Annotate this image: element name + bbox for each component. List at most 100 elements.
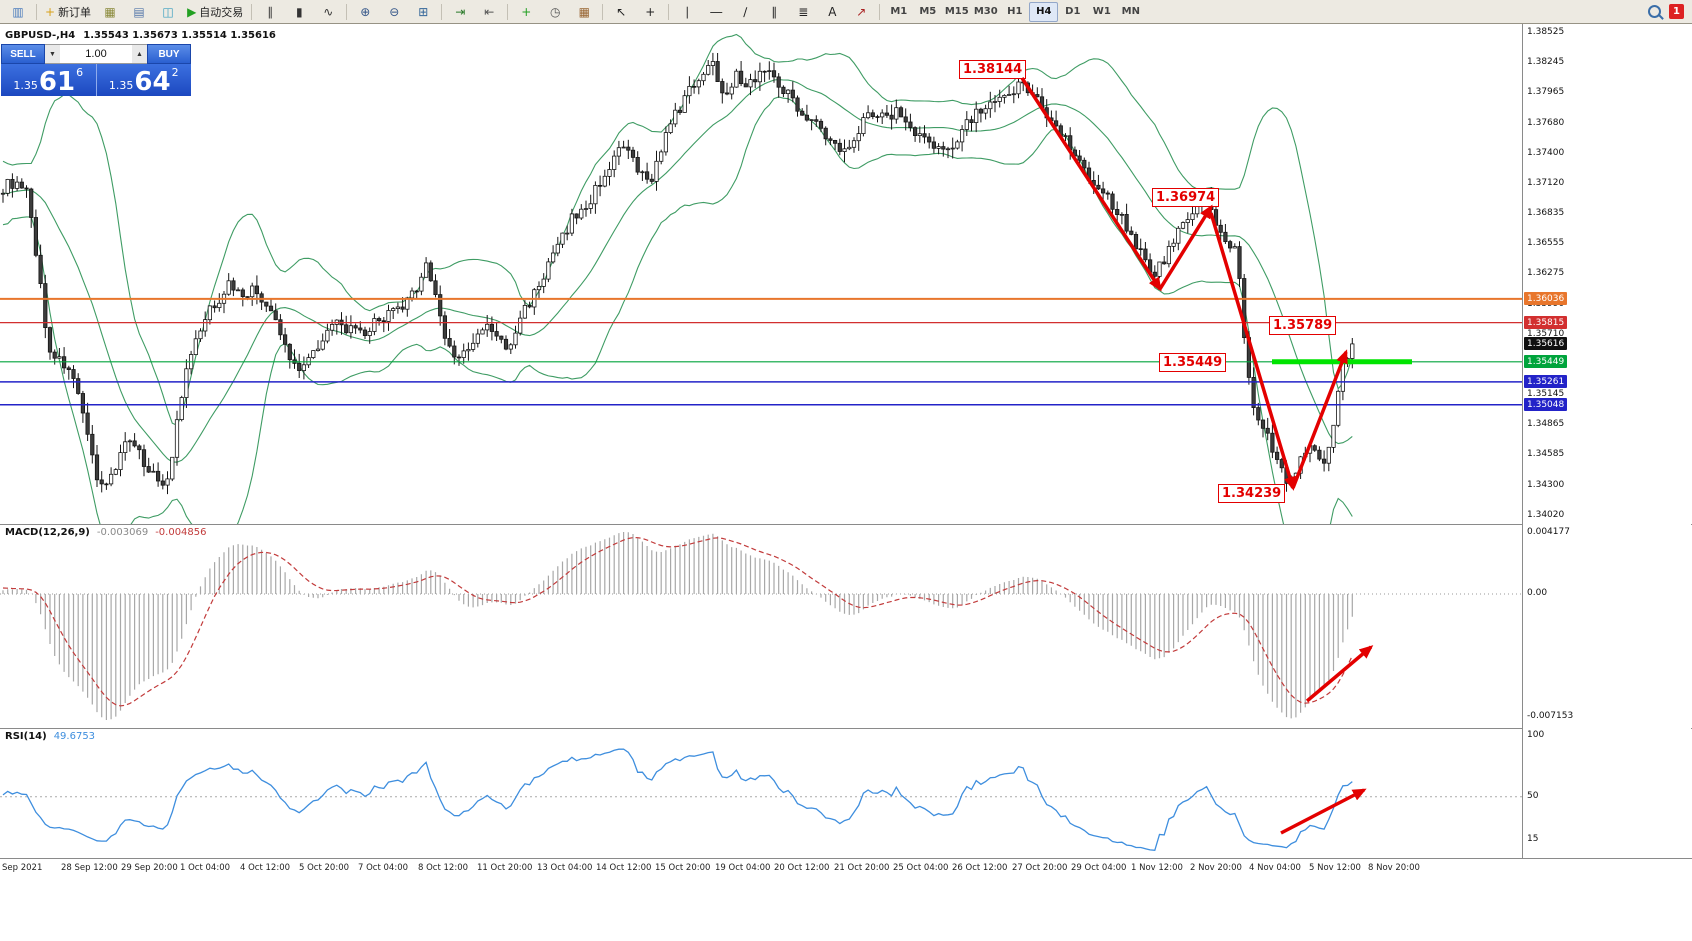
line-chart-mode-button[interactable]: ∿ <box>314 1 342 23</box>
cursor-button[interactable]: ↖ <box>607 1 635 23</box>
text-button[interactable]: A <box>818 1 846 23</box>
time-axis-label: 1 Nov 12:00 <box>1131 863 1183 873</box>
price-tag: 1.36036 <box>1524 292 1568 305</box>
time-axis-label: 8 Nov 20:00 <box>1368 863 1420 873</box>
timeframe-group: M1 M5 M15 M30 H1 H4 D1 W1 MN <box>884 1 1145 22</box>
buy-button[interactable]: BUY <box>147 44 191 64</box>
bar-chart-mode-icon: ∥ <box>267 4 274 19</box>
timeframe-MN[interactable]: MN <box>1121 6 1140 17</box>
price-macd-separator[interactable] <box>0 524 1692 525</box>
macd-axis-max-label: 0.004177 <box>1527 527 1570 537</box>
notification-badge[interactable]: 1 <box>1669 4 1684 19</box>
timeframe-M1[interactable]: M1 <box>890 6 908 17</box>
templates-button[interactable]: ▦ <box>570 1 598 23</box>
text-icon: A <box>828 4 837 19</box>
timeframe-M5[interactable]: M5 <box>919 6 937 17</box>
price-axis: 0.004177 0.00 -0.007153 100 50 15 1.3852… <box>1523 24 1691 858</box>
fibonacci-button[interactable]: ≣ <box>789 1 817 23</box>
indicators-button[interactable]: + <box>512 1 540 23</box>
timeframe-H4[interactable]: H4 <box>1029 1 1059 22</box>
chart-ohlc-values: 1.35543 1.35673 1.35514 1.35616 <box>83 30 276 41</box>
toolbar-separator <box>36 3 37 20</box>
buy-price-big: 64 <box>134 67 171 97</box>
macd-rsi-separator[interactable] <box>0 728 1692 729</box>
price-axis-label: 1.38525 <box>1527 27 1565 37</box>
macd-main-value: -0.003069 <box>96 527 149 538</box>
price-axis-label: 1.36555 <box>1527 238 1565 248</box>
toolbar-right: 1 <box>1648 4 1688 19</box>
volume-up-button[interactable]: ▲ <box>132 45 147 63</box>
toolbar-separator <box>251 3 253 20</box>
time-axis-label: 25 Oct 04:00 <box>893 863 949 873</box>
sell-button[interactable]: SELL <box>1 44 45 64</box>
macd-signal-line <box>2 536 1353 707</box>
auto-trading-button[interactable]: ▶ 自动交易 <box>183 1 247 23</box>
volume-down-button[interactable]: ▼ <box>45 45 60 63</box>
buy-price-prefix: 1.35 <box>108 79 134 92</box>
time-axis[interactable]: Sep 2021 28 Sep 12:00 29 Sep 20:00 1 Oct 04… <box>0 859 1522 878</box>
charts-menu-button[interactable]: ▥ <box>4 1 32 23</box>
auto-scroll-button[interactable]: ⇥ <box>446 1 474 23</box>
price-axis-label: 1.37680 <box>1527 118 1565 128</box>
time-axis-label: 4 Oct 12:00 <box>240 863 291 873</box>
horizontal-line-button[interactable]: ― <box>702 1 730 23</box>
toolbar-separator <box>879 3 881 20</box>
time-axis-label: 21 Oct 20:00 <box>834 863 890 873</box>
time-axis-label: 14 Oct 12:00 <box>596 863 652 873</box>
timeframe-H1[interactable]: H1 <box>1007 6 1023 17</box>
volume-control: ▼ ▲ <box>45 44 147 64</box>
rsi-line <box>2 748 1353 851</box>
candle-chart-mode-button[interactable]: ▮ <box>285 1 313 23</box>
timeframe-M15[interactable]: M15 <box>944 6 969 17</box>
crosshair-icon: + <box>645 4 656 19</box>
macd-title: MACD(12,26,9) <box>5 527 90 538</box>
auto-scroll-icon: ⇥ <box>455 4 466 19</box>
vertical-line-button[interactable]: ∣ <box>673 1 701 23</box>
rsi-chart[interactable] <box>0 728 1522 858</box>
trendline-button[interactable]: ∕ <box>731 1 759 23</box>
crosshair-button[interactable]: + <box>636 1 664 23</box>
time-axis-label: 5 Nov 12:00 <box>1309 863 1361 873</box>
sell-price-display[interactable]: 1.35 61 6 <box>1 64 96 96</box>
channel-button[interactable]: ∥ <box>760 1 788 23</box>
horizontal-line-icon: ― <box>710 4 723 19</box>
new-order-label: 新订单 <box>58 5 92 19</box>
data-window-button[interactable]: ◫ <box>154 1 182 23</box>
zoom-in-button[interactable]: ⊕ <box>351 1 379 23</box>
buy-price-display[interactable]: 1.35 64 2 <box>95 64 191 97</box>
price-axis-label: 1.35145 <box>1527 389 1565 399</box>
tile-windows-button[interactable]: ⊞ <box>409 1 437 23</box>
timeframe-W1[interactable]: W1 <box>1092 6 1111 17</box>
time-axis-label: 26 Oct 12:00 <box>952 863 1008 873</box>
periods-button[interactable]: ◷ <box>541 1 569 23</box>
price-chart[interactable] <box>0 24 1522 524</box>
chart-shift-button[interactable]: ⇤ <box>475 1 503 23</box>
chart-profile-icon: ▦ <box>104 4 116 19</box>
timeframe-D1[interactable]: D1 <box>1065 6 1081 17</box>
arrows-tool-button[interactable]: ↗ <box>847 1 875 23</box>
time-axis-label: 7 Oct 04:00 <box>358 863 409 873</box>
timeframe-M30[interactable]: M30 <box>973 6 998 17</box>
price-tag: 1.35616 <box>1524 337 1568 350</box>
channel-icon: ∥ <box>771 4 778 19</box>
rsi-title: RSI(14) <box>5 731 47 742</box>
search-icon[interactable] <box>1648 5 1661 18</box>
price-axis-label: 1.38245 <box>1527 57 1565 67</box>
print-button[interactable]: ▤ <box>125 1 153 23</box>
time-axis-label: 1 Oct 04:00 <box>180 863 231 873</box>
rsi-header: RSI(14) 49.6753 <box>5 731 95 742</box>
volume-input[interactable] <box>60 45 132 63</box>
zoom-out-button[interactable]: ⊖ <box>380 1 408 23</box>
macd-histogram <box>2 532 1353 720</box>
bar-chart-mode-button[interactable]: ∥ <box>256 1 284 23</box>
time-axis-label: 15 Oct 20:00 <box>655 863 711 873</box>
price-axis-label: 1.35710 <box>1527 329 1565 339</box>
zoom-in-icon: ⊕ <box>360 4 371 19</box>
cursor-icon: ↖ <box>616 4 627 19</box>
time-axis-label: 19 Oct 04:00 <box>715 863 771 873</box>
macd-chart[interactable] <box>0 524 1522 728</box>
toolbar: ▥ + 新订单 ▦ ▤ ◫ ▶ 自动交易 ∥ ▮ ∿ ⊕ ⊖ ⊞ ⇥ ⇤ + ◷ ▦ ↖ + ∣ ― ∕ ∥ ≣ A ↗ M1 M5 M15… <box>0 0 1692 24</box>
new-order-button[interactable]: + 新订单 <box>41 1 95 23</box>
chart-profile-button[interactable]: ▦ <box>96 1 124 23</box>
sell-price-prefix: 1.35 <box>13 79 38 92</box>
